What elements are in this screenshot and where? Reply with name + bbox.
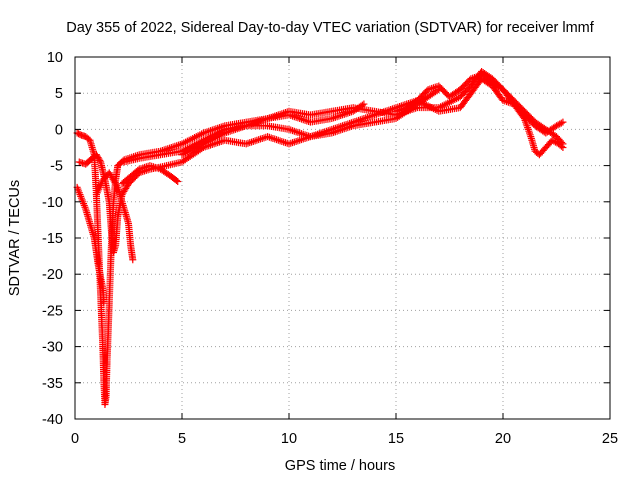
- y-tick-label: -5: [50, 159, 63, 175]
- x-tick-label: 15: [388, 431, 404, 447]
- y-tick-label: -20: [42, 267, 63, 283]
- axis-ticks: [74, 56, 611, 420]
- x-tick-label: 5: [178, 431, 186, 447]
- y-axis-label: SDTVAR / TECUs: [7, 180, 23, 296]
- y-tick-label: -35: [42, 376, 63, 392]
- data-point: [559, 144, 567, 151]
- y-tick-label: 0: [55, 122, 63, 138]
- y-tick-label: -15: [42, 231, 63, 247]
- data-point: [360, 100, 368, 108]
- series-arc-8: [392, 71, 567, 159]
- y-tick-label: 5: [55, 86, 63, 102]
- series-arc-2: [73, 183, 108, 307]
- data-point: [113, 182, 121, 190]
- x-tick-labels: 0 5 10 15 20 25: [71, 431, 618, 447]
- data-point: [557, 142, 565, 150]
- data-point: [100, 299, 108, 307]
- x-axis-label: GPS time / hours: [285, 458, 395, 474]
- data-point: [559, 118, 567, 126]
- data-point: [129, 256, 137, 264]
- data-point: [96, 157, 104, 165]
- series-arc-5: [118, 162, 182, 188]
- series-arc-4: [92, 169, 137, 264]
- x-tick-label: 20: [495, 431, 511, 447]
- y-tick-label: 10: [47, 50, 63, 66]
- x-tick-label: 25: [602, 431, 618, 447]
- data-points: [73, 67, 567, 409]
- y-tick-label: -40: [42, 412, 63, 428]
- y-tick-label: -25: [42, 303, 63, 319]
- data-point: [557, 119, 565, 127]
- chart-title: Day 355 of 2022, Sidereal Day-to-day VTE…: [66, 20, 595, 36]
- data-point: [174, 178, 182, 186]
- data-point: [172, 177, 180, 185]
- data-point: [519, 113, 527, 121]
- y-tick-labels: 10 5 0 -5 -10 -15 -20 -25 -30 -35 -40: [42, 50, 63, 428]
- x-tick-label: 0: [71, 431, 79, 447]
- y-tick-label: -10: [42, 195, 63, 211]
- y-tick-label: -30: [42, 340, 63, 356]
- x-tick-label: 10: [281, 431, 297, 447]
